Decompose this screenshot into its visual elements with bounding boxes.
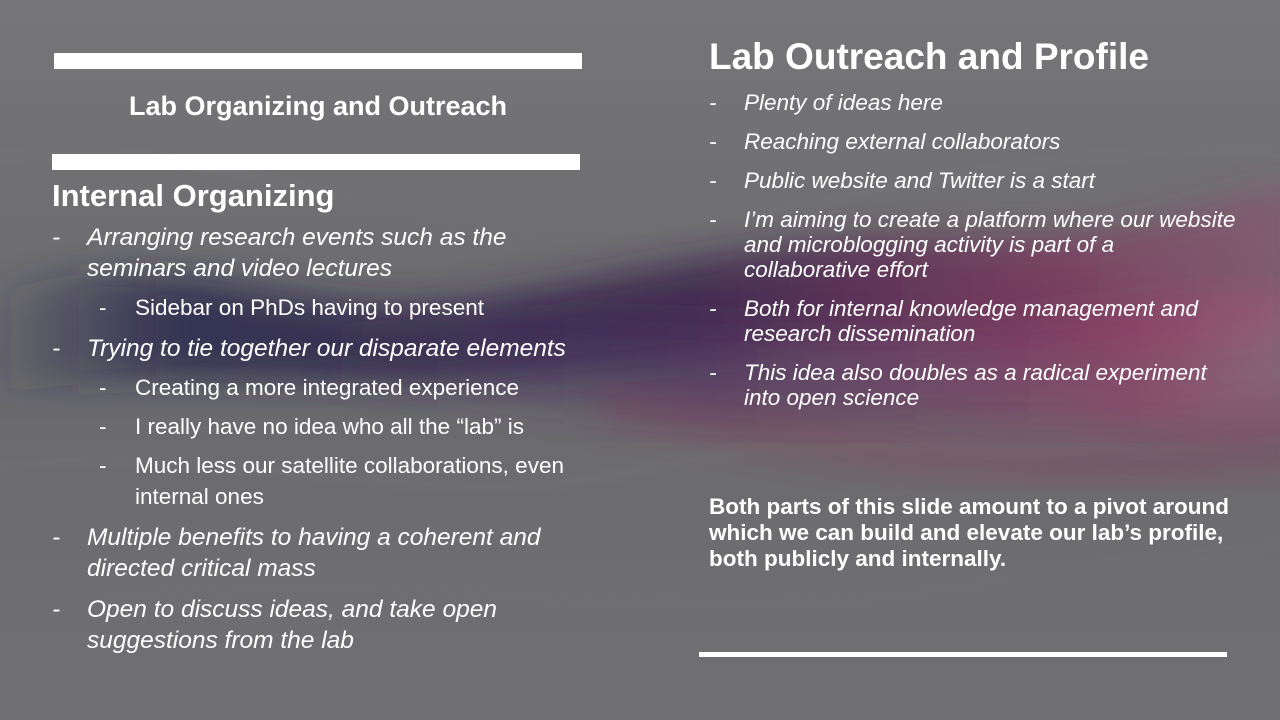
list-item-text: This idea also doubles as a radical expe… — [744, 360, 1207, 410]
list-item-text: Plenty of ideas here — [744, 90, 943, 115]
list-item: - Arranging research events such as the s… — [52, 222, 592, 284]
list-item-text: Open to discuss ideas, and take open sug… — [87, 596, 497, 654]
list-item: - Plenty of ideas here — [709, 90, 1239, 115]
list-item: - Creating a more integrated experience — [52, 372, 592, 403]
bullet-dash: - — [99, 375, 107, 400]
title-rule-bottom — [52, 154, 580, 170]
bullet-dash: - — [709, 360, 717, 385]
list-item-text: Reaching external collaborators — [744, 129, 1061, 154]
bottom-rule — [699, 652, 1227, 657]
list-item-text: I really have no idea who all the “lab” … — [135, 414, 524, 439]
list-item: - I’m aiming to create a platform where o… — [709, 207, 1239, 282]
list-item-text: Multiple benefits to having a coherent a… — [87, 524, 541, 582]
list-item-text: Public website and Twitter is a start — [744, 168, 1095, 193]
list-item: - Much less our satellite collaborations,… — [52, 450, 592, 512]
list-item-text: Arranging research events such as the se… — [87, 224, 507, 282]
bullet-dash: - — [99, 414, 107, 439]
list-item-text: Trying to tie together our disparate ele… — [87, 335, 566, 362]
bullet-dash: - — [52, 224, 61, 251]
list-item: - Reaching external collaborators — [709, 129, 1239, 154]
bullet-dash: - — [52, 596, 61, 623]
list-item-text: I’m aiming to create a platform where ou… — [744, 207, 1236, 282]
list-item: - Sidebar on PhDs having to present — [52, 292, 592, 323]
list-item: - Multiple benefits to having a coherent … — [52, 522, 592, 584]
summary-text: Both parts of this slide amount to a piv… — [709, 494, 1230, 571]
list-item: - Trying to tie together our disparate el… — [52, 333, 592, 364]
internal-organizing-list: - Arranging research events such as the s… — [52, 222, 592, 656]
outreach-list: - Plenty of ideas here - Reaching external … — [709, 90, 1239, 410]
internal-organizing-heading: Internal Organizing — [52, 178, 335, 213]
bullet-dash: - — [709, 207, 717, 232]
bullet-dash: - — [99, 295, 107, 320]
list-item: - Open to discuss ideas, and take open su… — [52, 594, 592, 656]
bullet-dash: - — [709, 168, 717, 193]
list-item: - This idea also doubles as a radical exp… — [709, 360, 1239, 410]
bullet-dash: - — [709, 129, 717, 154]
outreach-heading: Lab Outreach and Profile — [709, 36, 1149, 77]
list-item: - Both for internal knowledge management… — [709, 296, 1239, 346]
bullet-dash: - — [709, 90, 717, 115]
bullet-dash: - — [99, 453, 107, 478]
list-item-text: Creating a more integrated experience — [135, 375, 519, 400]
box-title: Lab Organizing and Outreach — [128, 90, 508, 121]
bullet-dash: - — [52, 335, 61, 362]
list-item: - Public website and Twitter is a start — [709, 168, 1239, 193]
bullet-dash: - — [52, 524, 61, 551]
list-item: - I really have no idea who all the “lab”… — [52, 411, 592, 442]
bullet-dash: - — [709, 296, 717, 321]
list-item-text: Much less our satellite collaborations, … — [135, 453, 564, 509]
list-item-text: Both for internal knowledge management a… — [744, 296, 1199, 346]
title-rule-top — [54, 53, 582, 69]
list-item-text: Sidebar on PhDs having to present — [135, 295, 484, 320]
